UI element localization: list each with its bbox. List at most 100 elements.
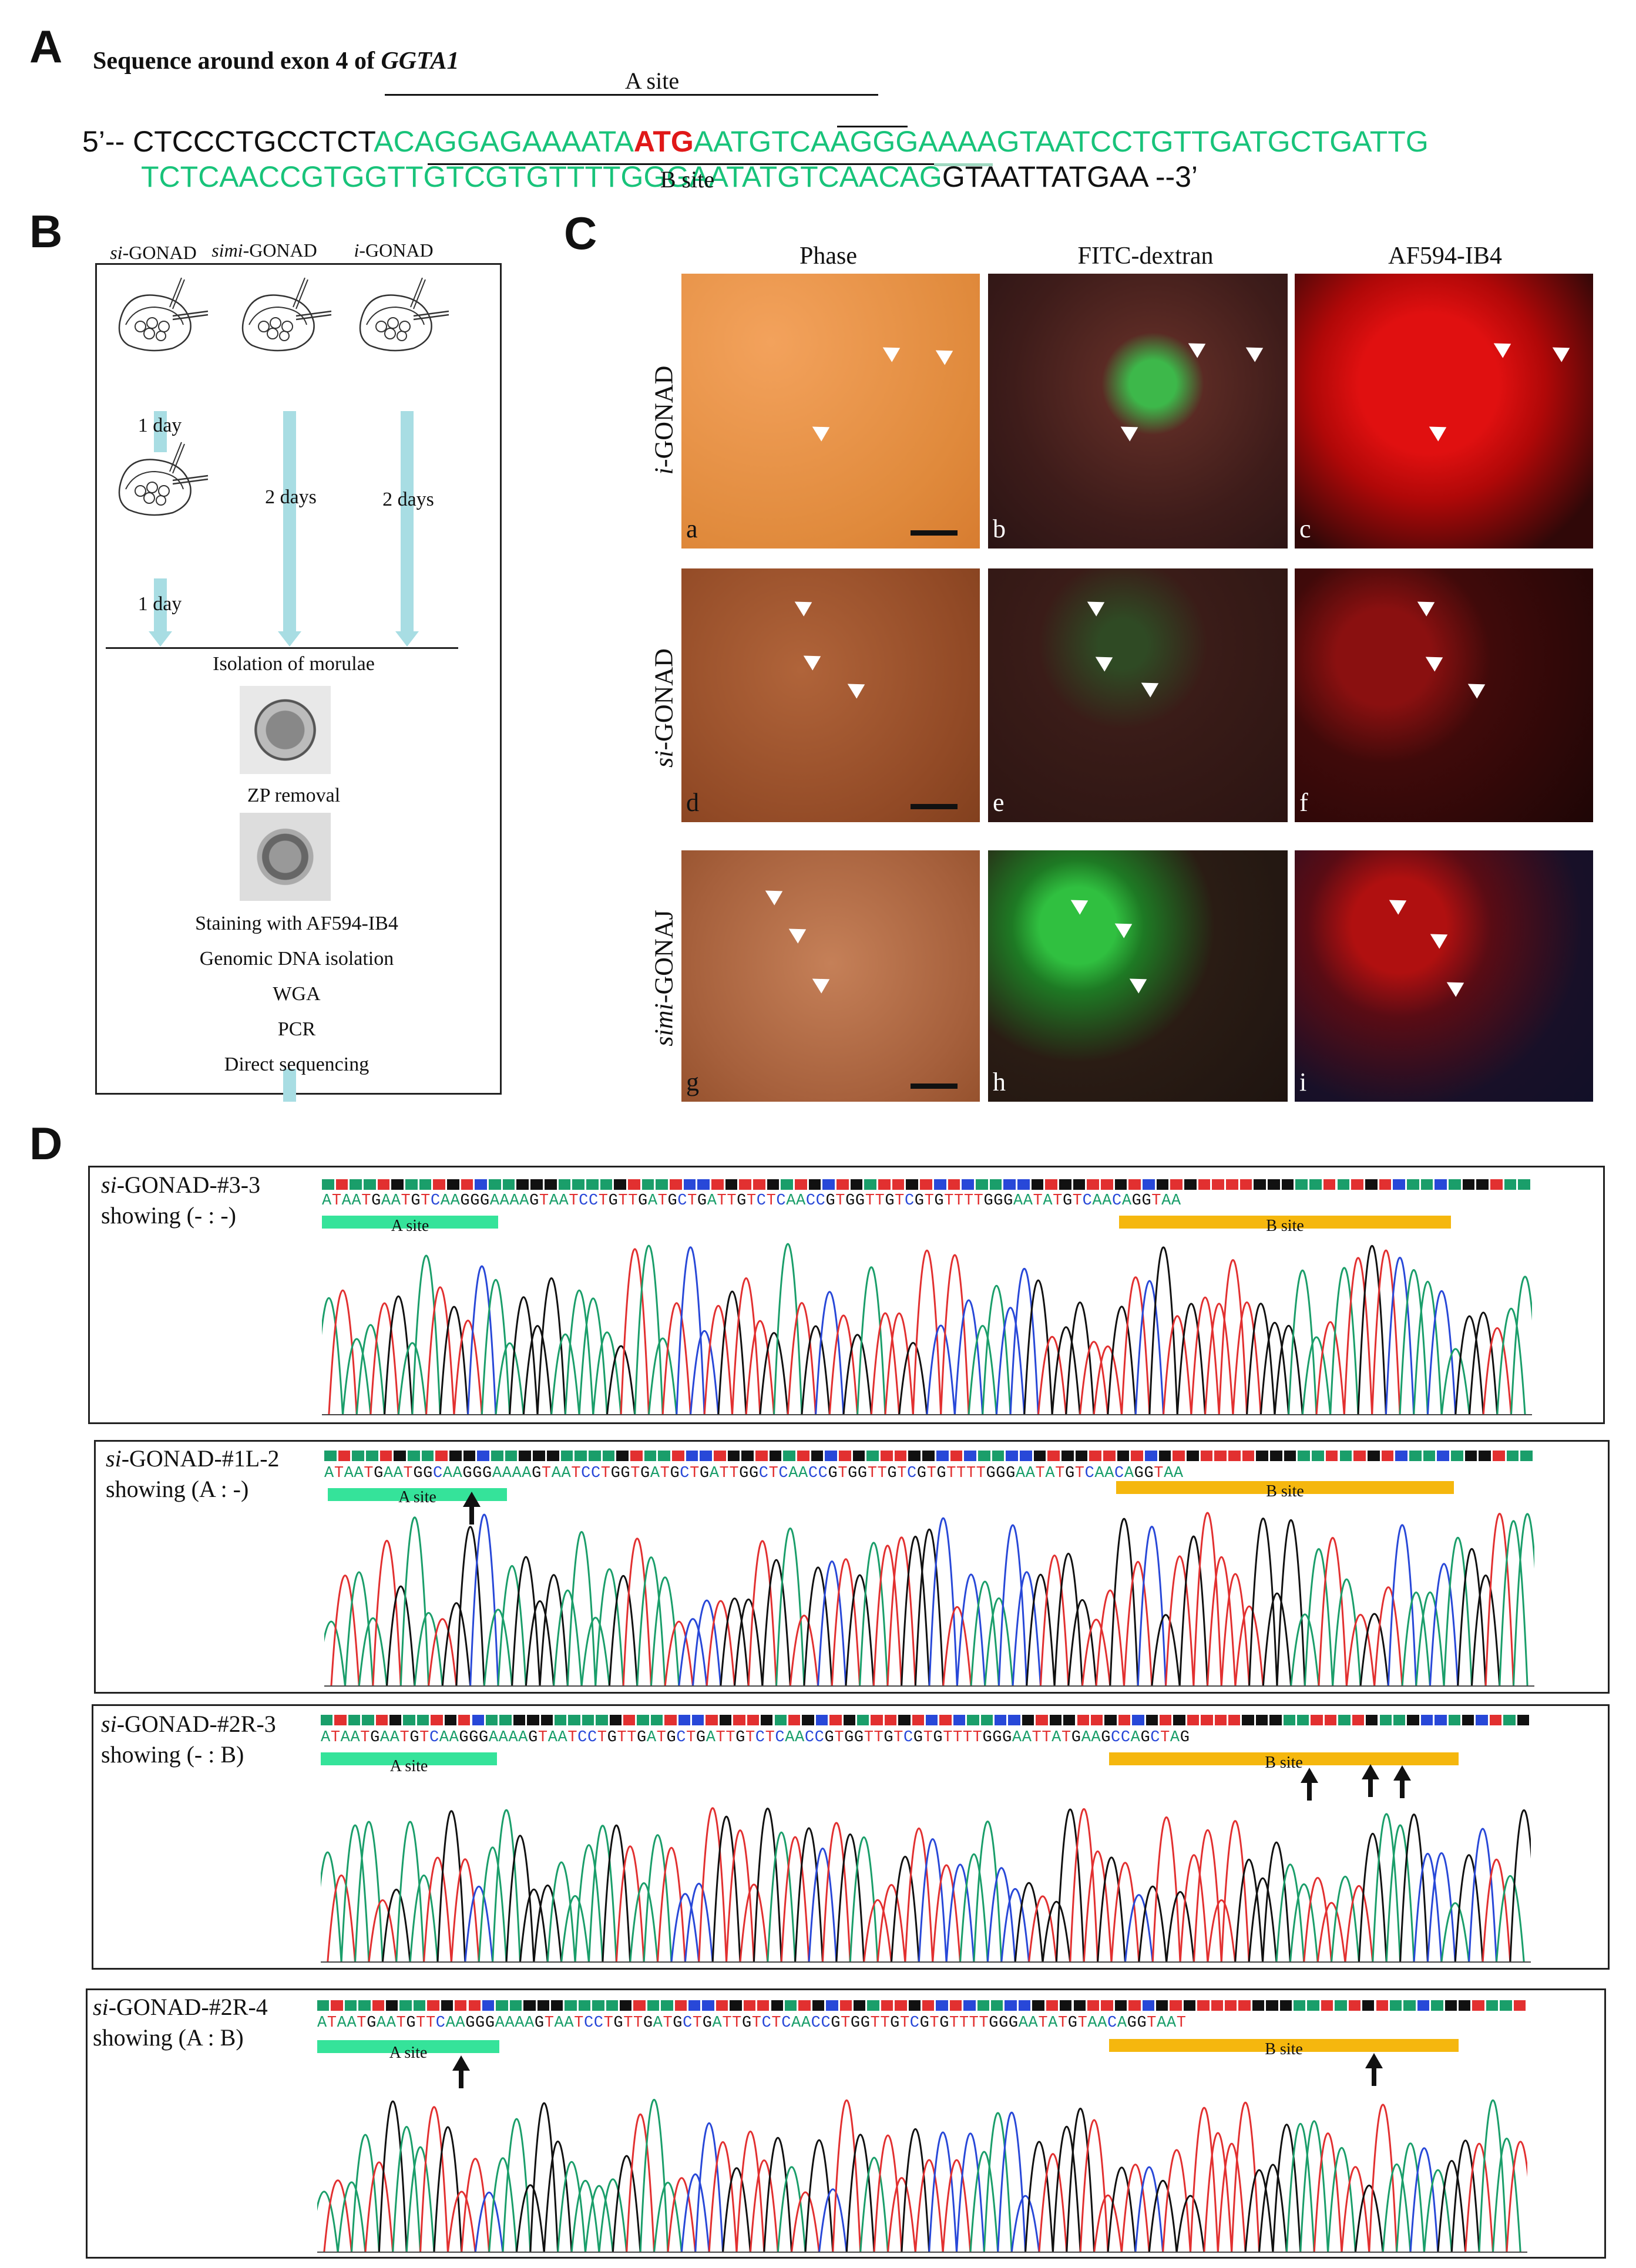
head-simi-gonad: simi-GONAD	[211, 240, 317, 261]
base-letter: G	[982, 1729, 993, 1747]
basecall-block	[637, 1715, 649, 1725]
trace-peak	[1313, 2132, 1343, 2253]
basecall-block	[755, 1451, 768, 1461]
trace-peak	[1301, 1336, 1332, 1415]
basecall-block	[850, 1179, 863, 1190]
col-head-phase: Phase	[799, 243, 857, 270]
base-letter: T	[979, 2014, 989, 2032]
base-letter: T	[657, 1192, 668, 1210]
trace-peak	[381, 1889, 411, 1963]
arrow-si-2-head	[149, 631, 172, 647]
basecall-block	[475, 1179, 488, 1190]
seq1-prefix: 5’-- CTCCCTGCCTCT	[82, 125, 374, 158]
basecall-block	[602, 1451, 615, 1461]
trace-peak	[956, 2132, 985, 2253]
basecall-block	[871, 1715, 883, 1725]
trace-peak	[1423, 2169, 1453, 2253]
trace-peak	[1207, 1556, 1237, 1687]
a-site-label: A site	[624, 68, 680, 94]
base-letter: A	[351, 1192, 362, 1210]
basecall-block	[1143, 1179, 1155, 1190]
base-letter: G	[1008, 2014, 1019, 2032]
base-letter: C	[904, 1192, 915, 1210]
trace-peak	[1443, 1537, 1473, 1687]
base-letter: T	[926, 1465, 937, 1482]
trace-peak	[1329, 1267, 1359, 1415]
basecall-block	[405, 1179, 418, 1190]
step-zp-removal: ZP removal	[247, 785, 341, 806]
base-letter: G	[673, 2014, 683, 2032]
base-letter: T	[692, 2014, 703, 2032]
base-letter: C	[1150, 1729, 1161, 1747]
trace-peak	[676, 1246, 706, 1415]
trace-peak	[657, 1846, 686, 1963]
trace-peak	[636, 1556, 666, 1687]
base-letter: A	[1164, 1465, 1174, 1482]
basecall-block	[1381, 1451, 1394, 1461]
seq2-green: TCTCAACCGTGGTTGTCGTGTTTTGGGAATATGTCAACAG	[141, 160, 942, 193]
trace-peak	[1207, 1899, 1237, 1963]
base-letter: G	[482, 1465, 492, 1482]
base-letter: T	[897, 1465, 907, 1482]
base-letter: T	[421, 1192, 431, 1210]
base-letter: G	[1002, 1729, 1012, 1747]
basecall-block	[826, 2000, 838, 2011]
base-letter: G	[860, 2014, 871, 2032]
base-letter: A	[340, 1729, 351, 1747]
scale-bar-g	[911, 1083, 958, 1089]
basecall-block	[839, 2000, 852, 2011]
basecall-block	[878, 1179, 891, 1190]
base-letter: A	[564, 2014, 575, 2032]
trace-peak	[698, 1807, 728, 1963]
base-letter: A	[512, 1465, 522, 1482]
trace-peak	[425, 1286, 455, 1415]
basecall-block	[568, 1715, 580, 1725]
trace-peak	[703, 1305, 734, 1415]
step-staining: Staining with AF594-IB4	[195, 913, 398, 934]
basecall-block	[1173, 1451, 1185, 1461]
base-letter: A	[1023, 1192, 1033, 1210]
base-letter: A	[449, 1729, 459, 1747]
trace-peak	[372, 1540, 402, 1687]
basecall-block	[1061, 1451, 1074, 1461]
base-letter: A	[786, 1192, 796, 1210]
basecall-block	[1311, 1715, 1323, 1725]
trace-peak	[342, 1338, 372, 1415]
trace-peak	[1415, 1591, 1445, 1687]
basecall-block	[331, 2000, 343, 2011]
base-letter: G	[667, 1192, 678, 1210]
base-letter: T	[959, 2014, 969, 2032]
basecall-block	[1472, 2000, 1484, 2011]
basecall-block	[822, 1179, 835, 1190]
b-site-bar-label-4: B site	[1265, 2040, 1303, 2058]
basecall-block	[1353, 1451, 1366, 1461]
trace-peak	[747, 1540, 778, 1687]
basecall-block	[829, 1715, 842, 1725]
trace-peak	[680, 2173, 710, 2253]
base-letter: T	[1035, 1465, 1046, 1482]
trace-peak	[1204, 1303, 1234, 1415]
trace-peak	[1138, 1885, 1168, 1963]
base-letter: T	[1061, 1729, 1071, 1747]
trace-peak	[497, 1565, 527, 1687]
trace-peak	[1316, 1902, 1346, 1963]
basecall-block	[761, 1715, 773, 1725]
base-letter: A	[344, 1465, 354, 1482]
trace-peak	[322, 1297, 344, 1415]
basecall-block	[1017, 1179, 1030, 1190]
base-letter: T	[360, 1729, 371, 1747]
basecall-block	[674, 2000, 687, 2011]
trace-peak	[461, 2158, 491, 2253]
trace-peak	[1067, 1599, 1097, 1687]
mutation-arrow-icon	[1393, 1765, 1411, 1798]
basecall-block	[1351, 1179, 1363, 1190]
b-site-line	[428, 163, 934, 165]
trace-peak	[474, 2191, 504, 2253]
trace-peak	[1359, 1613, 1389, 1687]
basecall-block	[1435, 1179, 1447, 1190]
trace-peak	[953, 1299, 984, 1415]
basecall-block	[894, 1451, 907, 1461]
base-letter: G	[855, 1192, 865, 1210]
trace-peak	[1052, 2126, 1081, 2253]
trace-peak	[1123, 1561, 1153, 1687]
